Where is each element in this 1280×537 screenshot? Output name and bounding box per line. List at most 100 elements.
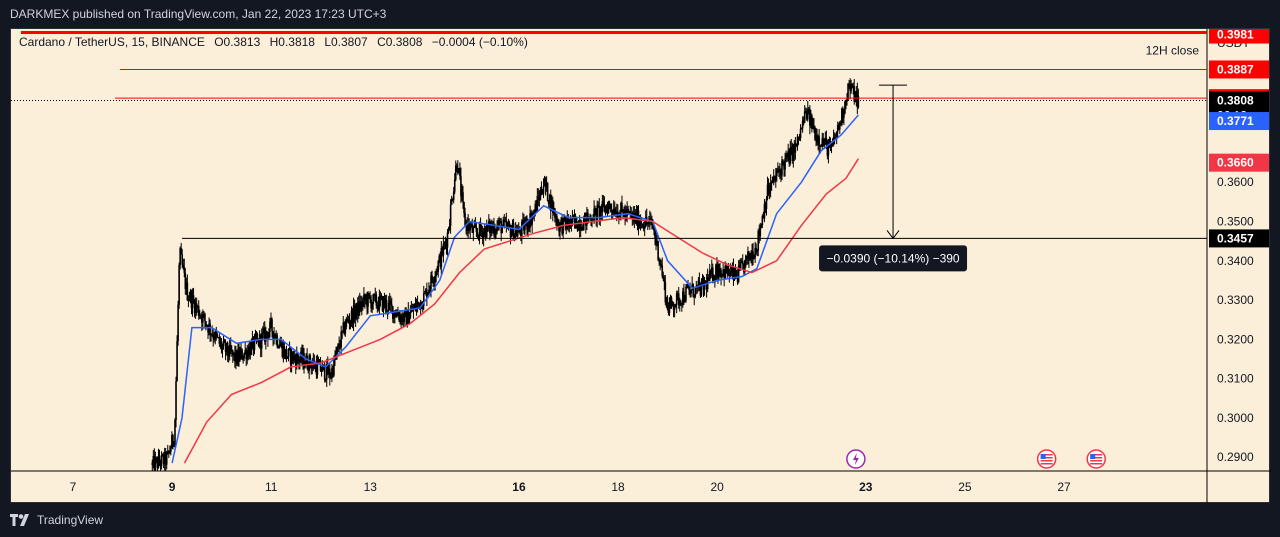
- candle-body: [653, 227, 655, 231]
- candle-body: [557, 224, 559, 227]
- candle-body: [846, 99, 848, 102]
- candle-body: [289, 348, 292, 365]
- candle-body: [582, 218, 585, 231]
- candle-body: [249, 346, 252, 355]
- candle-body: [549, 194, 552, 212]
- candle-body: [644, 217, 647, 227]
- candle-body: [677, 293, 680, 306]
- candle-body: [475, 227, 478, 232]
- footer-bar: TradingView: [0, 503, 1280, 537]
- candle-body: [314, 363, 317, 369]
- candle-body: [639, 222, 642, 225]
- candle-body: [527, 224, 529, 230]
- candle-body: [803, 111, 806, 123]
- candle-body: [192, 295, 195, 302]
- candle-body: [668, 305, 671, 314]
- candle-body: [167, 450, 170, 452]
- candle-body: [250, 342, 253, 355]
- candle-body: [247, 350, 250, 357]
- candle-body: [700, 281, 703, 296]
- price-chart[interactable]: 12H close −0.0390 (−10.14%) −390 0.2900 0.3…: [11, 29, 1271, 504]
- candle-body: [780, 169, 782, 176]
- candle-body: [323, 364, 326, 380]
- candle-body: [261, 332, 264, 334]
- candle-body: [690, 289, 692, 294]
- candle-body: [790, 146, 793, 149]
- candle-body: [521, 221, 523, 236]
- candle-body: [607, 204, 610, 214]
- candle-body: [383, 298, 386, 307]
- candle-body: [304, 364, 306, 368]
- candle-body: [179, 248, 181, 266]
- candle-body: [797, 136, 800, 139]
- symbol-name[interactable]: Cardano / TetherUS, 15, BINANCE: [19, 35, 205, 49]
- candle-body: [194, 303, 197, 314]
- candle-body: [817, 136, 819, 143]
- candle-body: [643, 226, 646, 230]
- candle-body: [526, 219, 528, 230]
- candle-body: [788, 150, 791, 164]
- candle-body: [322, 364, 325, 366]
- candle-body: [721, 273, 723, 278]
- candle-body: [338, 344, 340, 348]
- candle-body: [418, 303, 421, 309]
- candle-body: [603, 204, 606, 212]
- candle-body: [442, 244, 445, 256]
- candle-body: [493, 225, 495, 235]
- candle-body: [756, 250, 759, 252]
- candle-body: [671, 301, 674, 306]
- chart-frame[interactable]: 12H close −0.0390 (−10.14%) −390 0.2900 0.3…: [10, 28, 1271, 504]
- candle-body: [544, 178, 547, 188]
- tradingview-logo[interactable]: TradingView: [10, 513, 103, 527]
- candle-body: [642, 225, 645, 230]
- candle-body: [478, 223, 481, 239]
- candle-body: [567, 218, 570, 226]
- candle-body: [759, 227, 762, 237]
- candle-body: [377, 304, 380, 310]
- candles: [151, 78, 860, 471]
- candle-body: [450, 199, 453, 205]
- candle-body: [761, 216, 764, 226]
- candle-body: [640, 223, 643, 225]
- candle-body: [494, 231, 496, 235]
- candle-body: [187, 299, 190, 301]
- candle-body: [415, 304, 418, 310]
- candle-body: [402, 315, 404, 323]
- candle-body: [287, 348, 290, 357]
- candle-body: [203, 313, 205, 315]
- candle-body: [769, 182, 772, 191]
- candle-body: [233, 352, 235, 356]
- candle-body: [734, 267, 737, 277]
- candle-body: [652, 224, 654, 228]
- price-tag-0.3457: 0.3457: [1217, 231, 1254, 245]
- candle-body: [362, 300, 364, 308]
- candle-body: [650, 218, 652, 220]
- candle-body: [317, 361, 320, 364]
- candle-body: [263, 327, 266, 342]
- candle-body: [151, 462, 154, 466]
- candle-body: [348, 321, 351, 324]
- candle-body: [575, 216, 578, 229]
- candle-body: [590, 217, 592, 222]
- candle-body: [505, 220, 508, 228]
- candle-body: [169, 451, 171, 453]
- candle-body: [633, 212, 636, 222]
- candle-body: [851, 83, 853, 88]
- candle-body: [484, 227, 487, 238]
- candle-body: [596, 205, 598, 220]
- candle-body: [236, 350, 238, 364]
- candle-body: [723, 269, 725, 279]
- candle-body: [205, 321, 207, 326]
- candle-body: [580, 226, 583, 230]
- candle-body: [518, 228, 521, 233]
- candle-body: [431, 275, 433, 281]
- us-flag-icon[interactable]: [1036, 449, 1057, 469]
- candle-body: [612, 208, 615, 214]
- flag-canton: [1040, 454, 1046, 459]
- us-flag-icon[interactable]: [1086, 449, 1106, 469]
- tradingview-logo-icon: [10, 514, 29, 526]
- candle-body: [400, 315, 402, 323]
- candle-body: [599, 206, 602, 218]
- candle-body: [835, 131, 838, 139]
- candle-body: [180, 248, 182, 255]
